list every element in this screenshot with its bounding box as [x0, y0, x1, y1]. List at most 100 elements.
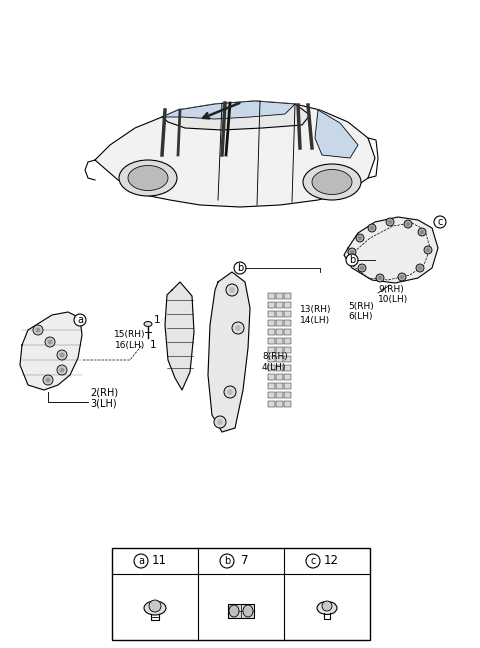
Bar: [268, 356, 275, 362]
Circle shape: [360, 266, 364, 270]
Bar: [284, 302, 291, 308]
Circle shape: [33, 325, 43, 335]
Bar: [268, 338, 275, 344]
Bar: [284, 338, 291, 344]
Text: c: c: [437, 217, 443, 227]
Polygon shape: [20, 312, 82, 390]
Bar: [284, 356, 291, 362]
Circle shape: [418, 266, 422, 270]
Circle shape: [226, 284, 238, 296]
Polygon shape: [315, 110, 358, 158]
Bar: [268, 293, 275, 299]
Bar: [276, 383, 283, 389]
Ellipse shape: [303, 164, 361, 200]
Circle shape: [406, 222, 410, 226]
Circle shape: [350, 250, 354, 254]
Bar: [284, 311, 291, 317]
Text: 13(RH)
14(LH): 13(RH) 14(LH): [300, 305, 332, 325]
Bar: [284, 383, 291, 389]
Bar: [276, 356, 283, 362]
Circle shape: [388, 220, 392, 224]
Bar: [276, 302, 283, 308]
Circle shape: [400, 275, 404, 279]
Circle shape: [358, 236, 362, 240]
Ellipse shape: [312, 170, 352, 194]
Bar: [268, 347, 275, 353]
Bar: [112, 548, 370, 640]
Bar: [276, 338, 283, 344]
Bar: [284, 293, 291, 299]
Circle shape: [227, 389, 233, 395]
Polygon shape: [162, 101, 295, 119]
Bar: [284, 365, 291, 371]
Bar: [276, 329, 283, 335]
Circle shape: [404, 220, 412, 228]
Circle shape: [134, 554, 148, 568]
Ellipse shape: [243, 605, 253, 617]
Bar: [276, 374, 283, 380]
Polygon shape: [344, 217, 438, 283]
Bar: [268, 392, 275, 398]
Circle shape: [57, 350, 67, 360]
Bar: [284, 329, 291, 335]
Circle shape: [46, 378, 50, 382]
Circle shape: [36, 327, 40, 332]
Circle shape: [356, 234, 364, 242]
Polygon shape: [162, 101, 310, 130]
Ellipse shape: [144, 601, 166, 615]
Circle shape: [368, 224, 376, 232]
Bar: [268, 320, 275, 326]
Text: 11: 11: [152, 555, 167, 568]
Ellipse shape: [128, 165, 168, 191]
Circle shape: [57, 365, 67, 375]
Circle shape: [418, 228, 426, 236]
Text: 1: 1: [154, 315, 161, 325]
Bar: [284, 320, 291, 326]
Text: b: b: [224, 556, 230, 566]
Text: 9(RH)
10(LH): 9(RH) 10(LH): [378, 285, 408, 305]
Ellipse shape: [317, 601, 337, 614]
Bar: [284, 392, 291, 398]
Polygon shape: [95, 101, 375, 207]
Text: 1: 1: [150, 340, 156, 350]
Circle shape: [416, 264, 424, 272]
Bar: [268, 401, 275, 407]
Ellipse shape: [119, 160, 177, 196]
Bar: [284, 347, 291, 353]
Circle shape: [378, 276, 382, 280]
Circle shape: [235, 325, 241, 331]
Text: c: c: [310, 556, 316, 566]
Circle shape: [346, 254, 358, 266]
Circle shape: [234, 262, 246, 274]
Bar: [276, 293, 283, 299]
Bar: [268, 311, 275, 317]
Bar: [276, 401, 283, 407]
Circle shape: [232, 322, 244, 334]
Circle shape: [434, 216, 446, 228]
Circle shape: [48, 340, 52, 345]
Text: b: b: [349, 255, 355, 265]
Circle shape: [149, 600, 161, 612]
Circle shape: [224, 386, 236, 398]
Bar: [268, 374, 275, 380]
Circle shape: [358, 264, 366, 272]
Bar: [268, 329, 275, 335]
Text: 12: 12: [324, 555, 338, 568]
Circle shape: [60, 367, 64, 373]
Circle shape: [60, 353, 64, 358]
Circle shape: [217, 419, 223, 425]
Ellipse shape: [229, 605, 239, 617]
Circle shape: [322, 601, 332, 611]
Bar: [228, 604, 254, 618]
Text: 2(RH)
3(LH): 2(RH) 3(LH): [90, 388, 118, 409]
Text: 15(RH)
16(LH): 15(RH) 16(LH): [113, 330, 145, 350]
Text: a: a: [138, 556, 144, 566]
Bar: [284, 374, 291, 380]
Bar: [284, 401, 291, 407]
Polygon shape: [165, 282, 194, 390]
Circle shape: [370, 226, 374, 230]
Circle shape: [220, 554, 234, 568]
Circle shape: [420, 230, 424, 234]
Circle shape: [45, 337, 55, 347]
Bar: [268, 383, 275, 389]
